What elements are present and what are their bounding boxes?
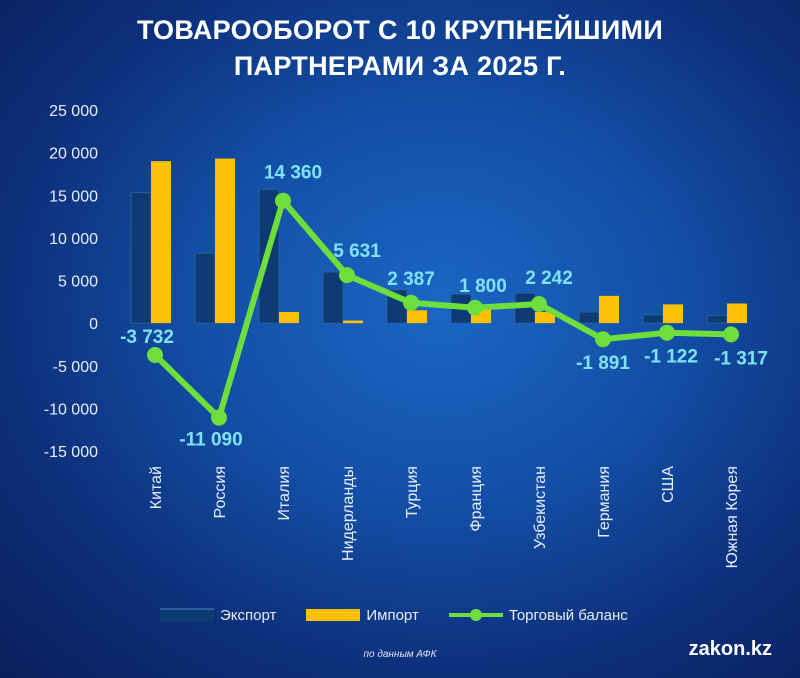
bar-import	[343, 320, 363, 324]
balance-point	[531, 296, 547, 313]
legend-label-import: Импорт	[366, 606, 419, 624]
bar-import	[151, 161, 171, 324]
x-axis: Китай Россия Италия Нидерланды Турция Франция…	[148, 466, 741, 569]
y-tick-label: 10 000	[49, 231, 98, 248]
chart-title: ТОВАРООБОРОТ С 10 КРУПНЕЙШИМИ ПАРТНЕРАМИ…	[0, 12, 800, 84]
x-tick-label: США	[660, 466, 677, 503]
balance-line	[152, 197, 734, 421]
bar-export	[642, 314, 664, 324]
legend-label-balance: Торговый баланс	[508, 606, 628, 624]
legend-item-export: Экспорт	[160, 607, 276, 624]
chart-title-line-1: ТОВАРООБОРОТ С 10 КРУПНЕЙШИМИ	[136, 15, 664, 45]
data-labels: -3 732 -11 090 14 360 5 631 2 387 1 800 2 242 -…	[120, 163, 768, 451]
balance-line-group	[147, 192, 739, 426]
legend: Экспорт Импорт Торговый баланс	[160, 602, 658, 628]
balance-point	[275, 192, 291, 209]
bar-export	[706, 314, 728, 324]
bar-export	[578, 311, 600, 324]
x-tick-label: Италия	[276, 466, 293, 520]
x-tick-label: Южная Корея	[724, 466, 741, 568]
balance-point	[595, 331, 611, 348]
balance-data-label: 14 360	[264, 163, 322, 184]
balance-point	[211, 409, 227, 426]
y-tick-label: -5 000	[53, 359, 98, 376]
bar-import	[407, 310, 427, 324]
y-tick-label: 25 000	[49, 103, 98, 120]
balance-data-label: -3 732	[120, 327, 174, 348]
y-tick-label: 5 000	[58, 274, 98, 291]
balance-point	[147, 346, 163, 363]
y-tick-label: 15 000	[49, 188, 98, 205]
source-note: по данным АФК	[363, 649, 437, 660]
x-tick-label: Китай	[148, 466, 165, 509]
balance-data-label: -1 891	[576, 353, 630, 374]
legend-label-export: Экспорт	[220, 606, 277, 624]
y-tick-label: -10 000	[44, 401, 98, 418]
balance-point	[659, 324, 675, 341]
x-tick-label: Россия	[212, 466, 229, 518]
balance-point	[339, 267, 355, 284]
balance-data-label: 1 800	[459, 276, 507, 297]
x-tick-label: Нидерланды	[340, 466, 357, 561]
bar-export	[194, 252, 216, 324]
bar-import	[215, 158, 235, 324]
bars	[130, 158, 747, 324]
legend-swatch-import	[306, 609, 361, 621]
balance-data-label: 2 242	[525, 268, 573, 289]
y-tick-label: 20 000	[49, 146, 98, 163]
legend-item-import: Импорт	[306, 606, 419, 624]
x-tick-label: Франция	[468, 466, 485, 532]
bar-export	[130, 192, 152, 324]
y-tick-label: 0	[89, 316, 98, 333]
balance-point	[467, 299, 483, 316]
balance-data-label: 2 387	[387, 269, 435, 290]
balance-point	[723, 326, 739, 343]
x-tick-label: Узбекистан	[532, 466, 549, 549]
chart-title-line-2: ПАРТНЕРАМИ ЗА 2025 Г.	[233, 51, 567, 81]
balance-data-label: -11 090	[179, 430, 242, 451]
balance-data-label: 5 631	[333, 241, 381, 262]
bar-import	[279, 312, 299, 324]
y-axis: 25 000 20 000 15 000 10 000 5 000 0 -5 000 -10 …	[44, 103, 98, 461]
x-tick-label: Германия	[596, 466, 613, 538]
balance-data-label: -1 122	[644, 347, 698, 368]
bar-import	[535, 312, 555, 324]
legend-swatch-export	[160, 608, 214, 622]
brand-logo: zakon.kz	[688, 638, 772, 660]
bar-import	[727, 303, 747, 324]
balance-point	[403, 294, 419, 311]
bar-import	[663, 304, 683, 324]
legend-item-balance: Торговый баланс	[448, 606, 628, 624]
trade-chart: 25 000 20 000 15 000 10 000 5 000 0 -5 000 -10 …	[44, 103, 768, 569]
bar-export	[322, 271, 344, 324]
bar-import	[599, 295, 619, 324]
legend-swatch-balance	[448, 609, 503, 621]
x-tick-label: Турция	[404, 466, 421, 518]
balance-data-label: -1 317	[714, 348, 768, 369]
y-tick-label: -15 000	[44, 444, 98, 461]
